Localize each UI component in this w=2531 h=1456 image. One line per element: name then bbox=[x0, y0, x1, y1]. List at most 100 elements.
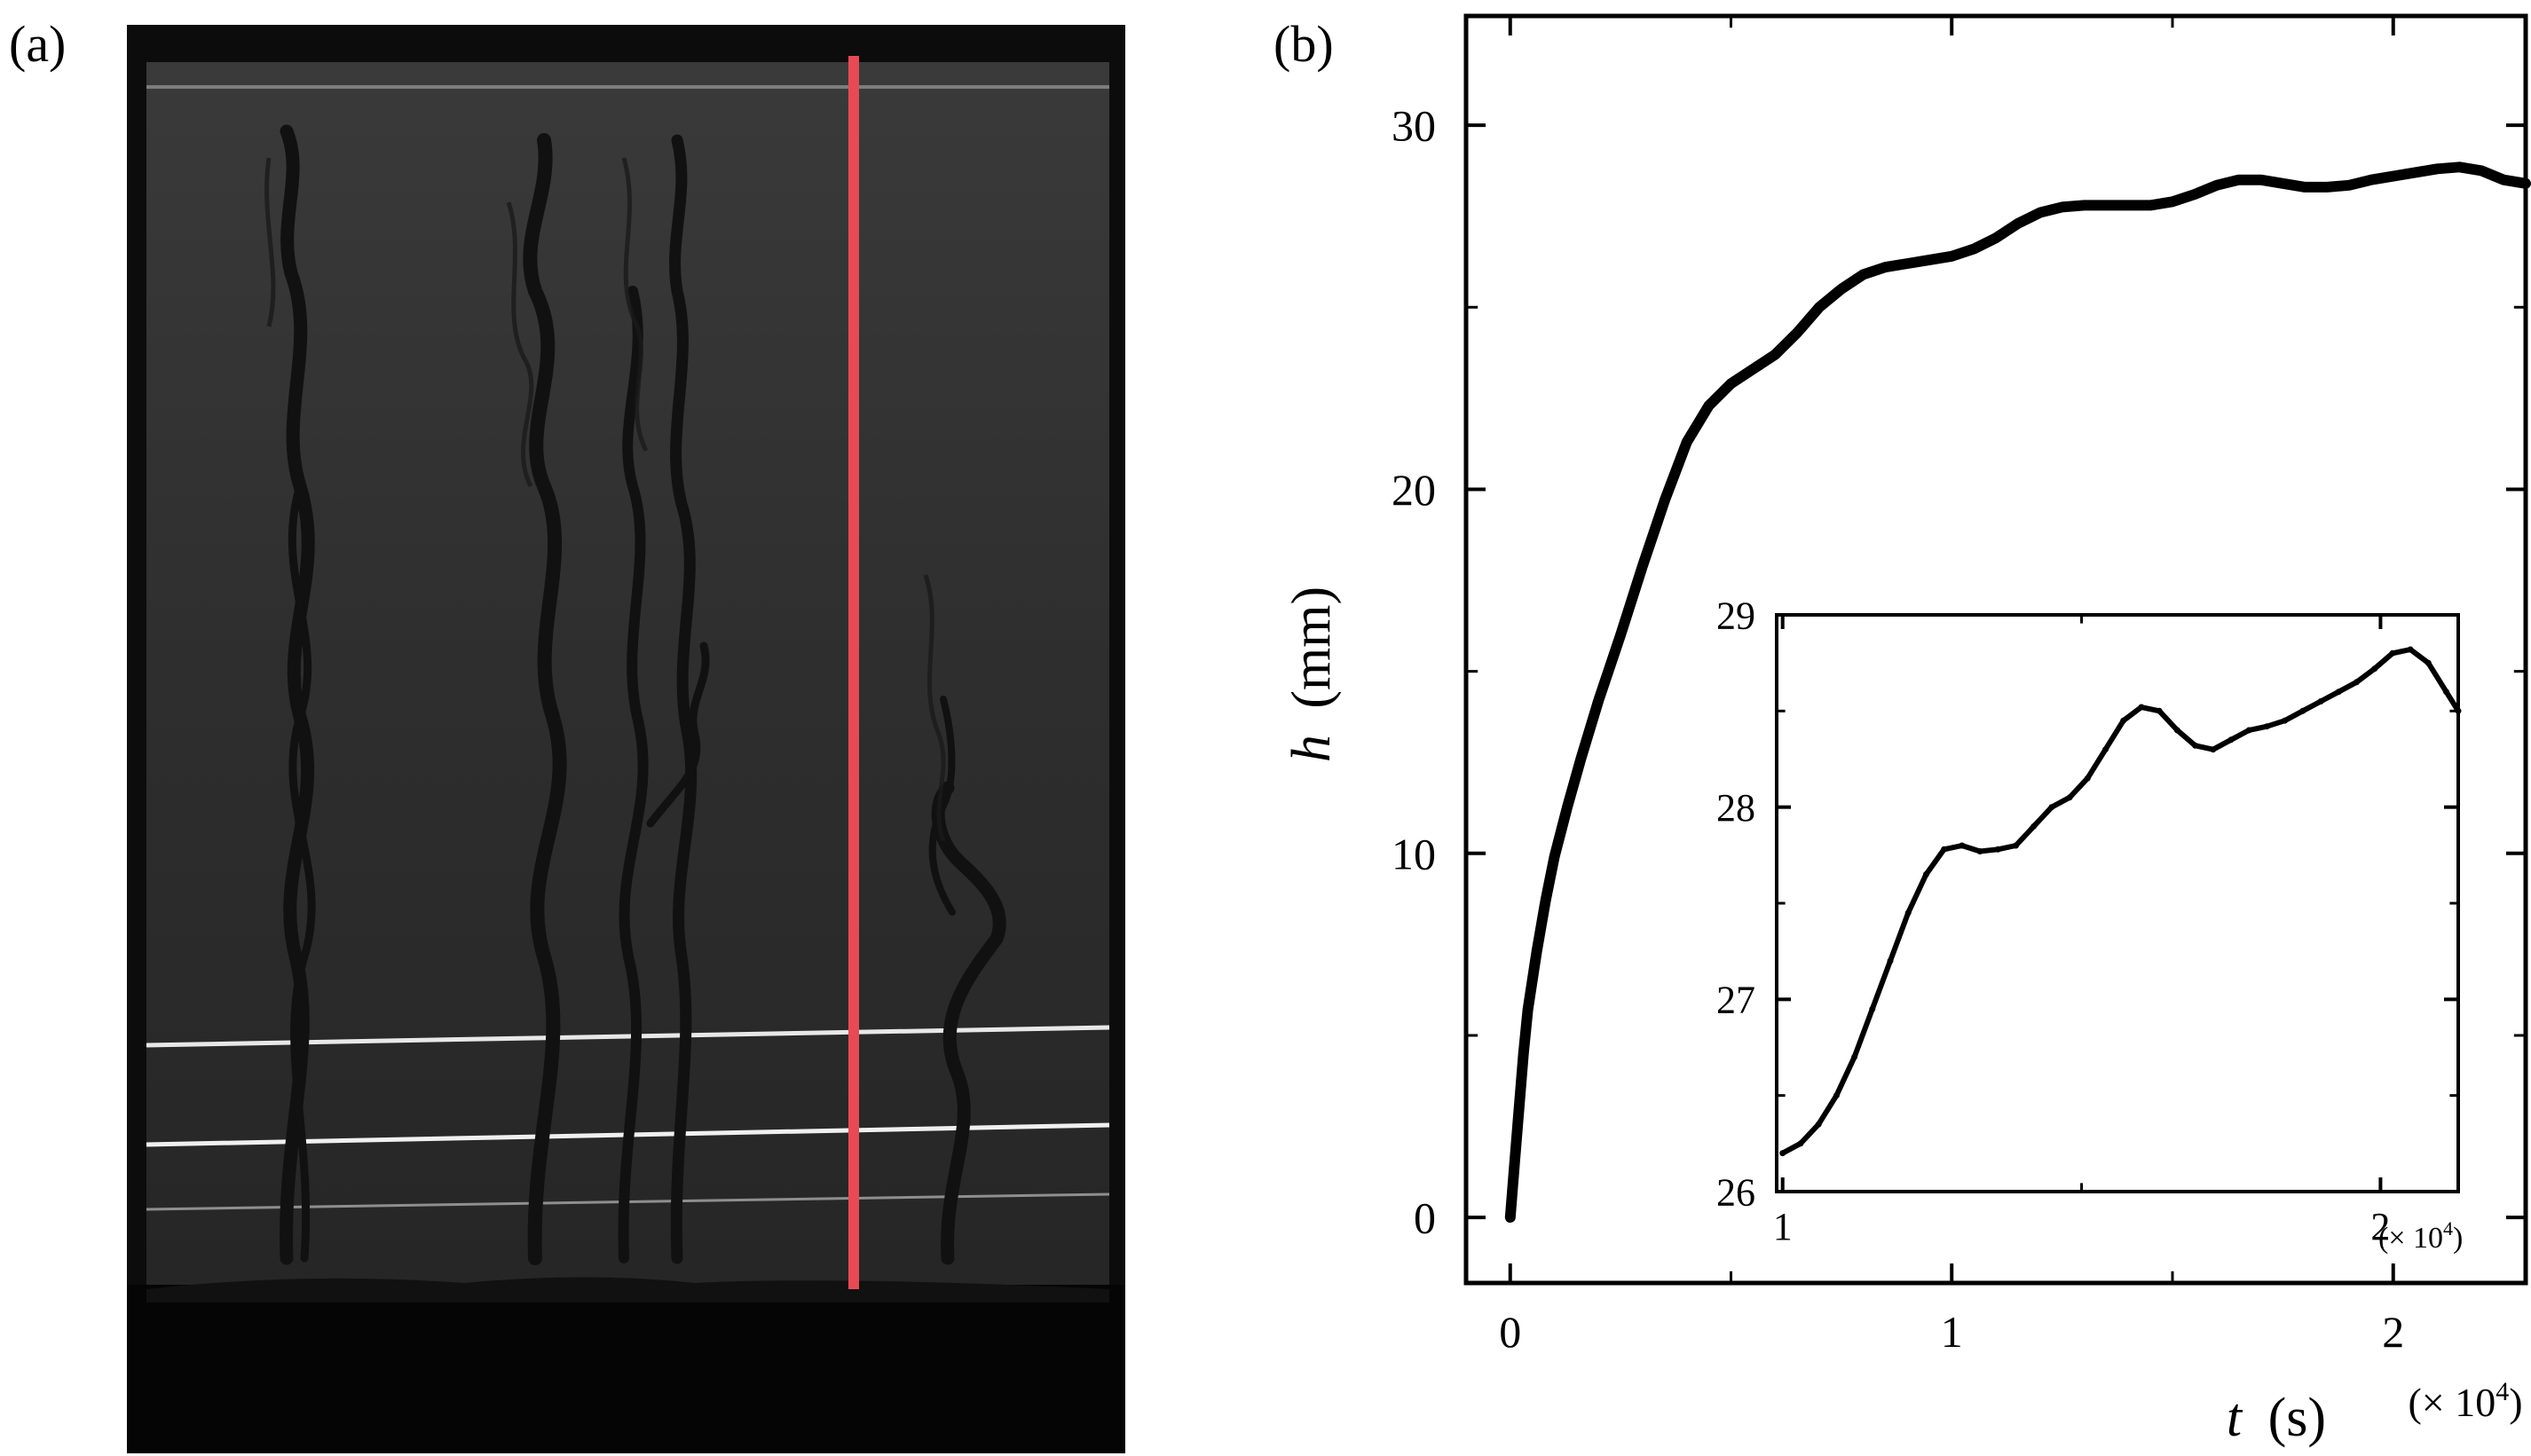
data-point bbox=[1523, 1005, 1533, 1015]
data-point bbox=[1704, 401, 1714, 411]
data-point bbox=[2066, 794, 2073, 801]
y-tick-label: 26 bbox=[1716, 1170, 1755, 1214]
data-point bbox=[2477, 166, 2487, 176]
data-point bbox=[1505, 1213, 1515, 1223]
data-point bbox=[2299, 707, 2306, 714]
data-point bbox=[1959, 842, 1966, 849]
data-point bbox=[1541, 896, 1550, 906]
data-point bbox=[2317, 698, 2324, 704]
data-point bbox=[2234, 175, 2243, 185]
data-point bbox=[2101, 201, 2111, 210]
data-point bbox=[1748, 365, 1758, 374]
y-tick-label: 10 bbox=[1392, 829, 1436, 878]
x-axis-unit: (s) bbox=[2268, 1388, 2326, 1448]
data-point bbox=[2455, 707, 2462, 714]
data-point bbox=[1549, 852, 1559, 862]
data-point bbox=[1779, 1150, 1786, 1157]
y-tick-label: 20 bbox=[1392, 465, 1436, 515]
main-plot-frame bbox=[1463, 13, 2528, 1286]
data-point bbox=[1616, 630, 1626, 640]
photo-bottom-shadow bbox=[127, 1285, 1125, 1453]
data-point bbox=[1518, 1049, 1528, 1059]
y-tick-label: 0 bbox=[1414, 1193, 1436, 1243]
y-tick-label: 30 bbox=[1392, 101, 1436, 151]
data-point bbox=[2168, 197, 2177, 207]
density-interface-line bbox=[146, 1025, 1110, 1048]
data-point bbox=[2192, 742, 2199, 749]
data-point bbox=[1947, 251, 1957, 261]
inset-tick-labels: 1 2 26 27 28 29 bbox=[1716, 594, 2390, 1248]
y-axis-variable: h bbox=[1281, 735, 1342, 762]
data-point bbox=[1563, 801, 1573, 811]
measurement-line-red bbox=[848, 56, 859, 1289]
x-tick-label: 0 bbox=[1499, 1307, 1521, 1357]
data-point bbox=[2120, 717, 2127, 724]
data-point bbox=[1836, 284, 1846, 294]
data-point bbox=[2443, 689, 2449, 696]
data-point bbox=[2057, 202, 2067, 212]
data-point bbox=[2138, 704, 2145, 711]
data-point bbox=[2354, 679, 2360, 686]
plume-group bbox=[280, 124, 1006, 1265]
main-ticks bbox=[1466, 16, 2526, 1283]
data-point bbox=[2013, 218, 2022, 228]
data-point bbox=[1887, 957, 1894, 964]
data-point bbox=[2245, 727, 2252, 734]
data-point bbox=[1594, 696, 1604, 705]
shadowgraph-photo bbox=[127, 25, 1125, 1453]
data-point bbox=[1638, 561, 1647, 571]
data-point bbox=[2146, 201, 2156, 210]
x-tick-label: 2 bbox=[2382, 1307, 2404, 1357]
data-point bbox=[2173, 727, 2180, 734]
data-point bbox=[1833, 1092, 1840, 1099]
data-point bbox=[2410, 168, 2420, 177]
data-point bbox=[1815, 1121, 1822, 1128]
data-point bbox=[2084, 775, 2091, 782]
data-point bbox=[2124, 201, 2133, 210]
data-point bbox=[2407, 646, 2414, 653]
data-point bbox=[1903, 259, 1912, 268]
data-point bbox=[1514, 1104, 1524, 1113]
x-tick-label: 1 bbox=[1941, 1307, 1963, 1357]
inset-axes: 1 2 26 27 28 29 (× 104) bbox=[1716, 594, 2463, 1255]
data-point bbox=[1994, 846, 2001, 853]
data-point bbox=[2030, 822, 2038, 830]
data-point bbox=[1904, 909, 1912, 917]
data-point bbox=[1969, 244, 1979, 254]
data-point bbox=[1881, 263, 1890, 272]
data-point bbox=[2048, 804, 2055, 811]
data-point bbox=[2282, 717, 2289, 724]
data-point bbox=[1991, 233, 2000, 243]
panel-b-label: (b) bbox=[1273, 15, 1334, 73]
data-point bbox=[2366, 175, 2376, 185]
data-point bbox=[2278, 178, 2288, 188]
data-point bbox=[2389, 649, 2396, 657]
data-point bbox=[1858, 270, 1868, 279]
data-point bbox=[2455, 162, 2464, 172]
data-point bbox=[1682, 437, 1691, 447]
data-point bbox=[1925, 255, 1935, 264]
inset-x-multiplier: (× 104) bbox=[2378, 1217, 2463, 1255]
data-point bbox=[2227, 736, 2235, 744]
y-tick-label: 29 bbox=[1716, 594, 1755, 637]
data-point bbox=[2256, 175, 2266, 185]
data-point bbox=[1851, 1053, 1858, 1060]
data-point bbox=[2499, 175, 2509, 185]
data-point bbox=[2035, 208, 2045, 217]
data-point bbox=[1922, 871, 1929, 878]
x-axis-multiplier: (× 104) bbox=[2408, 1377, 2522, 1425]
data-point bbox=[1793, 328, 1802, 337]
data-point bbox=[2102, 746, 2109, 753]
data-point bbox=[2322, 182, 2332, 192]
plume-detail bbox=[264, 157, 946, 842]
x-tick-label: 2 bbox=[2370, 1205, 2390, 1248]
y-axis-unit: (mm) bbox=[1281, 586, 1342, 709]
data-point bbox=[2189, 190, 2199, 200]
panel-a-label: (a) bbox=[9, 15, 67, 73]
inset-series bbox=[1779, 646, 2462, 1157]
data-point bbox=[1869, 1005, 1876, 1012]
data-point bbox=[1510, 1158, 1519, 1168]
